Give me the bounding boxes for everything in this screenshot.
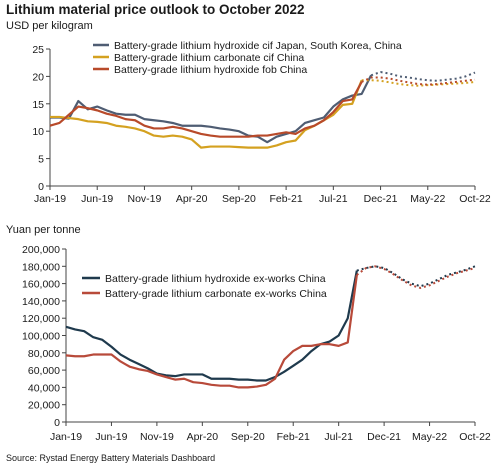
- x-tick-label: May-22: [412, 431, 447, 443]
- x-tick-label: Nov-19: [128, 193, 162, 205]
- y-tick-label: 20: [32, 71, 44, 83]
- bottom-chart: 0 20,000 40,000 60,000 80,000 100,000 120,000 1…: [22, 244, 491, 443]
- series-line: [50, 74, 373, 144]
- x-tick-label: Feb-21: [277, 431, 310, 443]
- series-line: [65, 270, 358, 382]
- y-tick-label: 120,000: [22, 313, 60, 325]
- x-tick-label: Dec-21: [364, 193, 398, 205]
- y-tick-label: 160,000: [22, 279, 60, 291]
- x-tick-label: Oct-22: [459, 431, 491, 443]
- top-chart: 0 5 10 15 20 25 Jan-19 Jun-19 Nov-19 Apr-20 Sep-20…: [32, 40, 491, 205]
- series-forecast-line: [370, 70, 476, 82]
- y-tick-label: 5: [38, 154, 44, 166]
- y-tick-label: 0: [38, 181, 44, 193]
- y-tick-label: 200,000: [22, 244, 60, 256]
- legend-label: Battery-grade lithium carbonate ex-works…: [105, 288, 327, 300]
- x-tick-label: Jun-19: [95, 431, 127, 443]
- x-tick-label: May-22: [410, 193, 445, 205]
- x-tick-label: Oct-22: [459, 193, 491, 205]
- series-forecast-line: [361, 79, 476, 87]
- x-tick-label: Sep-20: [222, 193, 256, 205]
- y-tick-label: 140,000: [22, 296, 60, 308]
- x-tick-label: Sep-20: [231, 431, 265, 443]
- y-tick-label: 20,000: [28, 400, 60, 412]
- legend-label: Battery-grade lithium hydroxide fob Chin…: [114, 64, 307, 76]
- series-forecast-line: [356, 265, 476, 288]
- y-tick-label: 80,000: [28, 348, 60, 360]
- y-tick-label: 15: [32, 99, 44, 111]
- x-tick-label: Jul-21: [324, 431, 353, 443]
- series-line: [65, 274, 358, 389]
- y-tick-label: 10: [32, 126, 44, 138]
- series-line: [50, 79, 363, 149]
- x-tick-label: Dec-21: [367, 431, 401, 443]
- x-tick-label: Apr-20: [176, 193, 208, 205]
- y-tick-label: 100,000: [22, 331, 60, 343]
- series-forecast-line: [356, 265, 476, 289]
- x-tick-label: Jan-19: [34, 193, 66, 205]
- y-tick-label: 25: [32, 44, 44, 56]
- y-tick-label: 0: [54, 417, 60, 429]
- y-tick-label: 40,000: [28, 382, 60, 394]
- x-tick-label: Nov-19: [140, 431, 174, 443]
- legend-label: Battery-grade lithium hydroxide cif Japa…: [114, 40, 402, 52]
- x-tick-label: Feb-21: [269, 193, 302, 205]
- legend-label: Battery-grade lithium hydroxide ex-works…: [105, 273, 326, 285]
- series-forecast-line: [361, 76, 476, 86]
- y-tick-label: 60,000: [28, 365, 60, 377]
- x-tick-label: Jun-19: [81, 193, 113, 205]
- x-tick-label: Apr-20: [187, 431, 219, 443]
- legend-label: Battery-grade lithium carbonate cif Chin…: [114, 52, 304, 64]
- bottom-chart-y-unit: Yuan per tonne: [6, 224, 81, 236]
- source-note: Source: Rystad Energy Battery Materials …: [6, 453, 216, 463]
- chart-title: Lithium material price outlook to Octobe…: [6, 2, 305, 17]
- top-chart-y-unit: USD per kilogram: [6, 20, 93, 32]
- x-tick-label: Jul-21: [319, 193, 348, 205]
- y-tick-label: 180,000: [22, 261, 60, 273]
- x-tick-label: Jan-19: [50, 431, 82, 443]
- series-line: [49, 81, 363, 138]
